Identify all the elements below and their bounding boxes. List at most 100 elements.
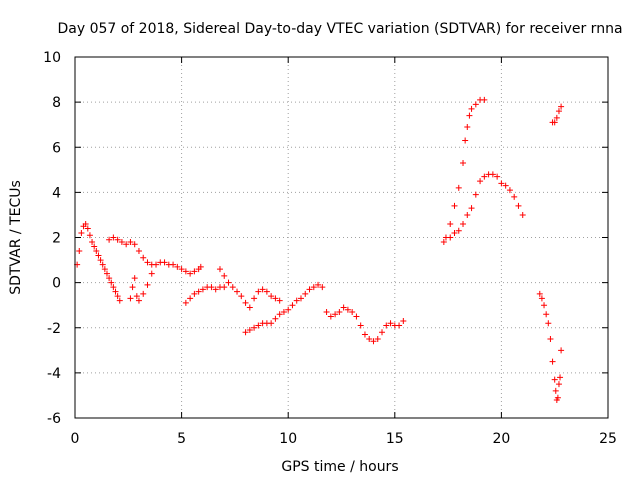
data-point [545, 320, 552, 327]
y-tick-label: -2 [47, 321, 61, 337]
data-point [187, 295, 194, 302]
data-point [489, 171, 496, 178]
data-point [332, 311, 339, 318]
y-axis-label: SDTVAR / TECUs [8, 180, 24, 295]
data-point [558, 347, 565, 354]
data-point [515, 202, 522, 209]
data-point [182, 268, 189, 275]
data-point [225, 279, 232, 286]
data-point [511, 193, 518, 200]
data-point [447, 220, 454, 227]
data-point [310, 284, 317, 291]
data-point [541, 302, 548, 309]
y-tick-label: 4 [52, 185, 61, 201]
data-point [255, 322, 262, 329]
data-point [131, 241, 138, 248]
data-point [246, 304, 253, 311]
data-point [191, 290, 198, 297]
data-point [396, 322, 403, 329]
plot-frame [74, 56, 609, 419]
data-point [103, 270, 110, 277]
data-point [344, 306, 351, 313]
data-point [464, 211, 471, 218]
data-point [272, 295, 279, 302]
data-point [302, 290, 309, 297]
data-point [306, 286, 313, 293]
data-point [229, 284, 236, 291]
data-point [353, 313, 360, 320]
x-axis-label: GPS time / hours [281, 459, 398, 475]
data-point [153, 261, 160, 268]
data-point [108, 279, 115, 286]
data-point [506, 187, 513, 194]
data-point [84, 225, 91, 232]
data-point [370, 338, 377, 345]
data-point [466, 112, 473, 119]
data-point [440, 239, 447, 246]
data-point [86, 232, 93, 239]
y-tick-label: 0 [52, 276, 61, 292]
data-point [297, 295, 304, 302]
data-point [91, 243, 98, 250]
data-point [498, 180, 505, 187]
data-point [383, 322, 390, 329]
data-point [101, 266, 108, 273]
data-point [276, 297, 283, 304]
data-point [127, 239, 134, 246]
data-point [114, 236, 121, 243]
data-point [519, 211, 526, 218]
data-point [221, 284, 228, 291]
data-point [131, 275, 138, 282]
data-point [315, 281, 322, 288]
data-point [208, 284, 215, 291]
data-point [538, 295, 545, 302]
data-point [221, 272, 228, 279]
x-tick-label: 15 [386, 431, 404, 447]
data-point [361, 331, 368, 338]
data-point [552, 387, 559, 394]
data-point [242, 299, 249, 306]
data-point [551, 376, 558, 383]
data-point [268, 320, 275, 327]
data-point [263, 288, 270, 295]
data-point [106, 236, 113, 243]
data-point [89, 239, 96, 246]
data-point [127, 295, 134, 302]
data-point [387, 320, 394, 327]
data-point [536, 290, 543, 297]
data-point [255, 288, 262, 295]
data-point [319, 284, 326, 291]
data-point [116, 297, 123, 304]
data-point [97, 257, 104, 264]
x-tick-label: 20 [492, 431, 510, 447]
data-point [400, 317, 407, 324]
data-point [374, 336, 381, 343]
data-point [455, 227, 462, 234]
data-point [379, 329, 386, 336]
data-point [460, 220, 467, 227]
data-point [547, 336, 554, 343]
data-point [246, 327, 253, 334]
x-tick-label: 25 [599, 431, 617, 447]
data-point [144, 259, 151, 266]
data-point [268, 293, 275, 300]
data-point [216, 266, 223, 273]
data-point [114, 293, 121, 300]
data-point [289, 302, 296, 309]
data-point [140, 254, 147, 261]
data-point [135, 248, 142, 255]
data-point [340, 304, 347, 311]
data-point [555, 108, 562, 115]
y-tick-label: -4 [47, 366, 61, 382]
data-point [447, 234, 454, 241]
data-point [451, 229, 458, 236]
data-point [110, 284, 117, 291]
data-point [99, 261, 106, 268]
data-point [234, 288, 241, 295]
data-point [323, 308, 330, 315]
data-point [460, 160, 467, 167]
y-tick-label: 10 [43, 50, 61, 66]
x-tick-label: 5 [177, 431, 186, 447]
data-point [112, 288, 119, 295]
